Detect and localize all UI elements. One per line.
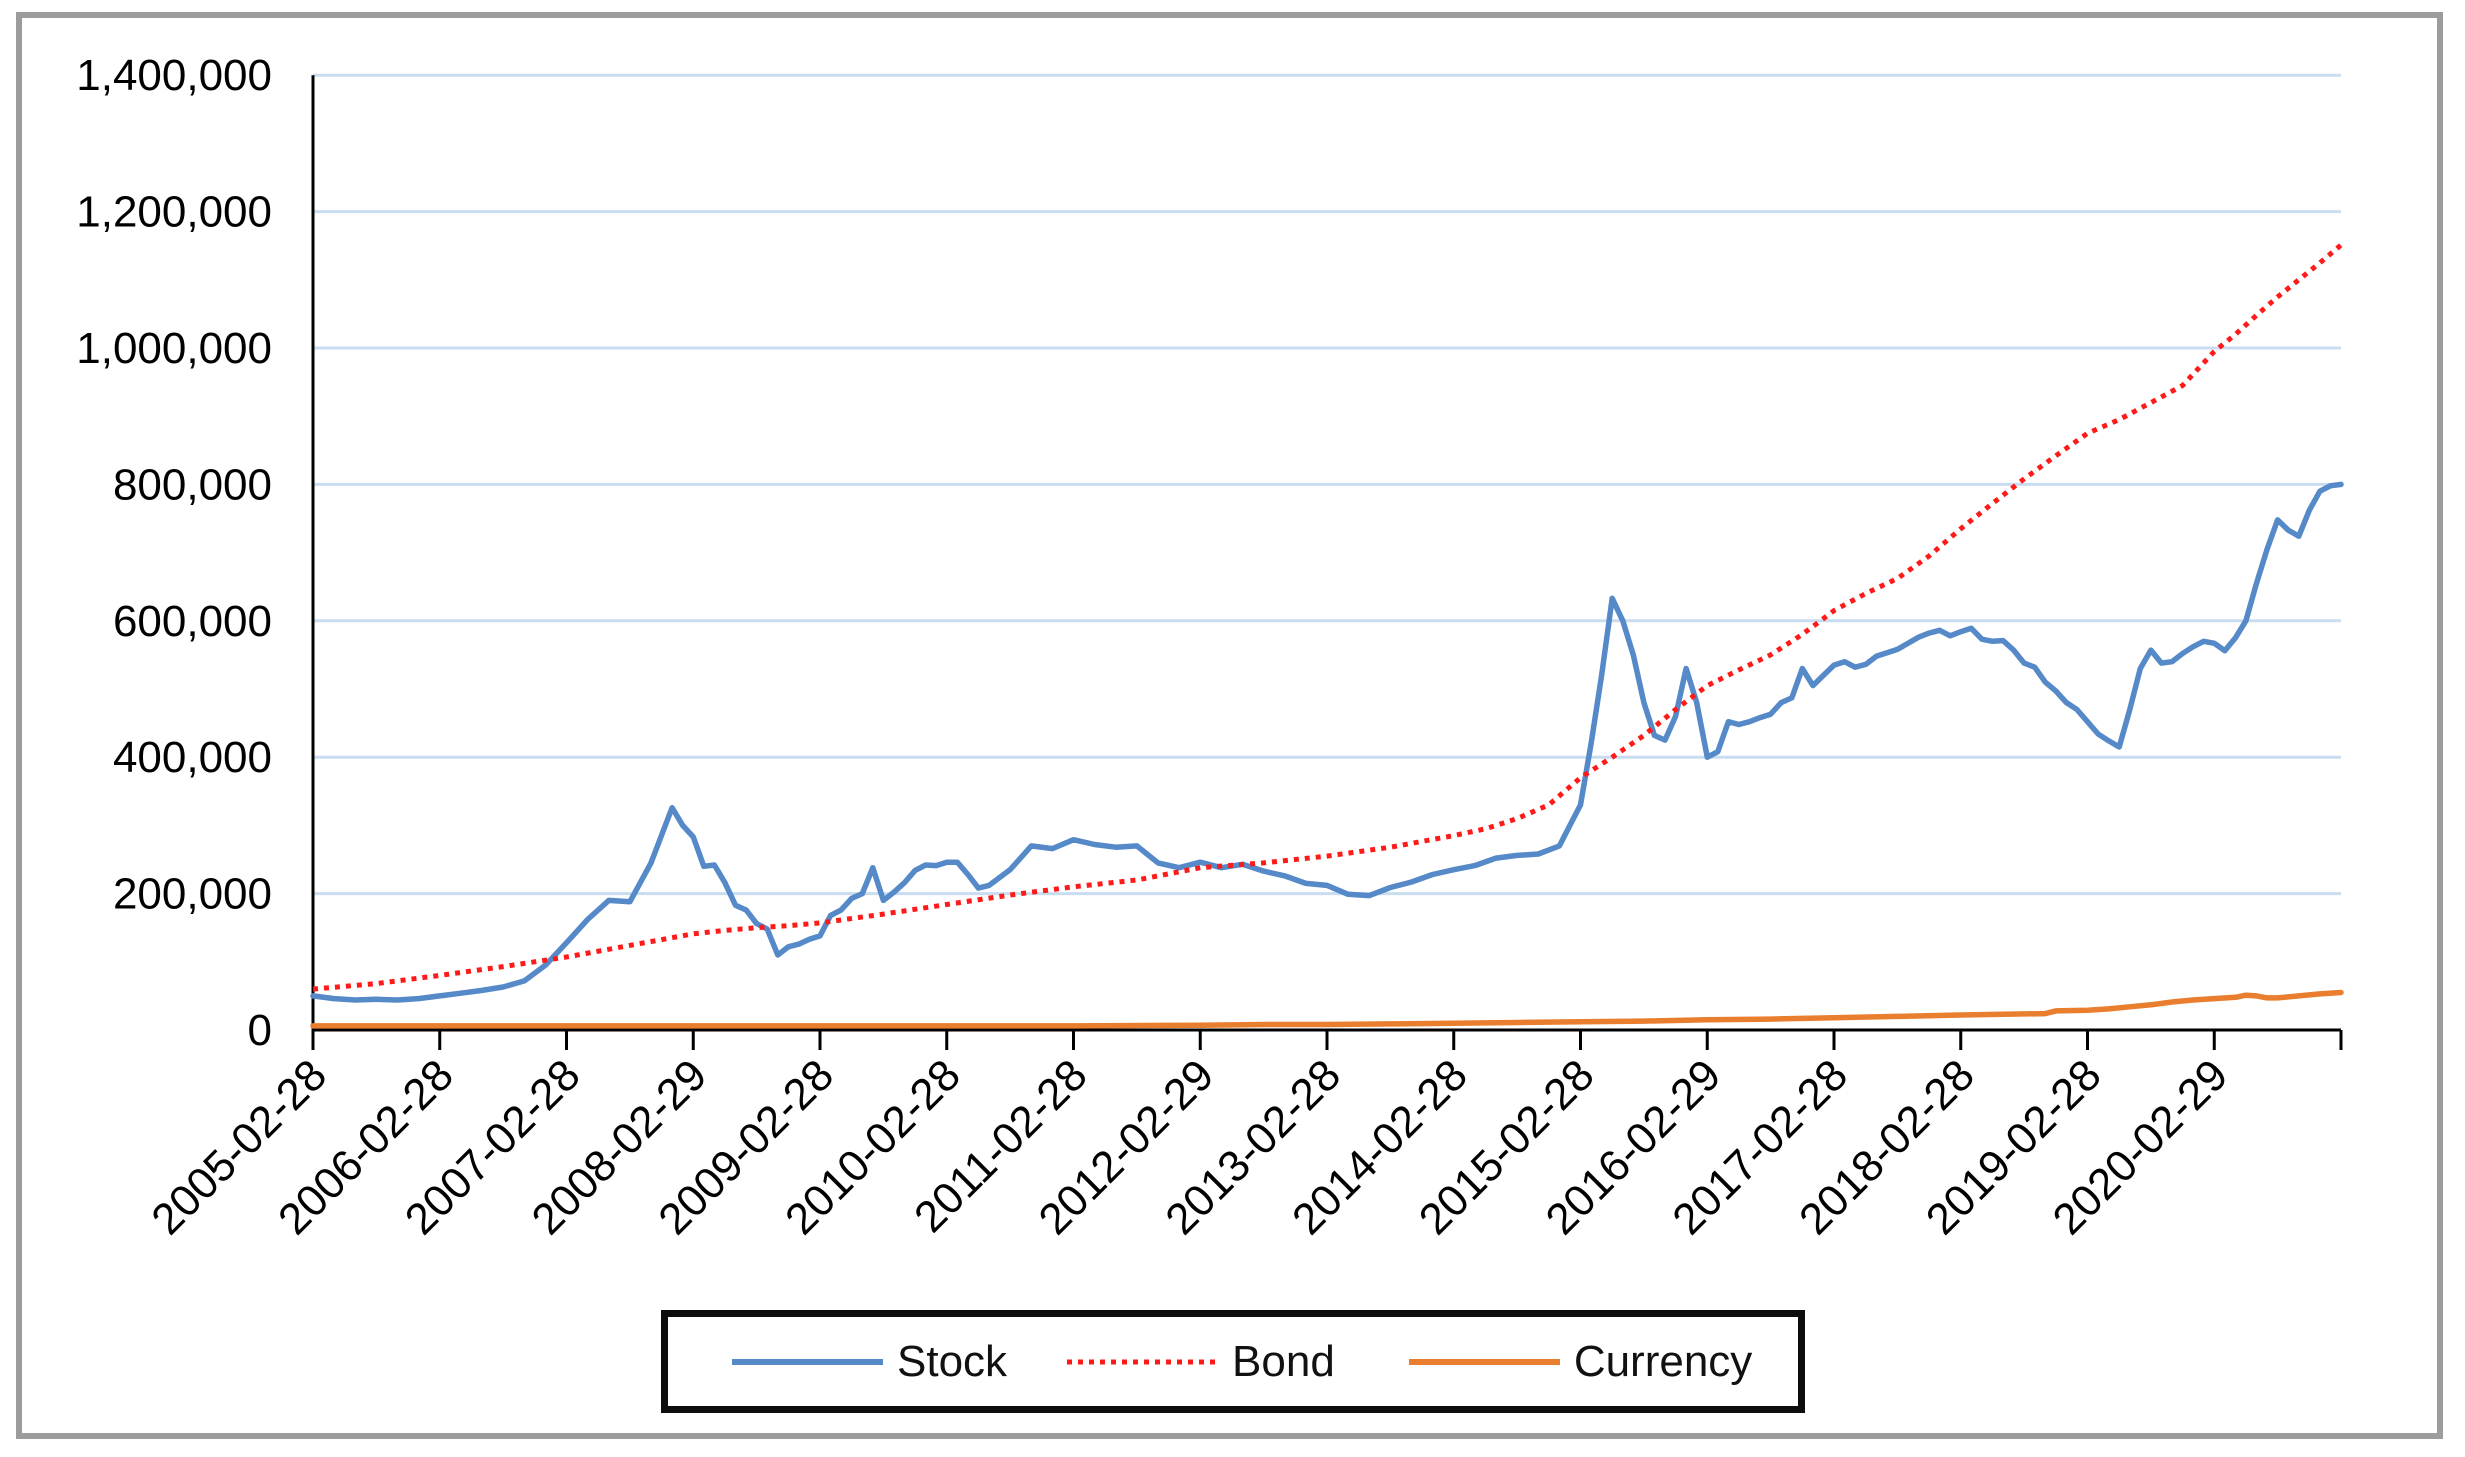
currency-line-swatch-icon [1408,1358,1560,1365]
stock-line-swatch-icon [732,1358,883,1365]
bond-line-swatch-icon [1067,1359,1219,1364]
y-axis-label: 200,000 [113,870,272,919]
y-axis-label: 0 [248,1006,272,1055]
legend-label-bond: Bond [1232,1336,1335,1386]
legend-item-bond: Bond [1065,1337,1335,1387]
legend-item-stock: Stock [730,1337,1007,1387]
axis-labels: 0 200,000 400,000 600,000 800,000 1,000,000 1,… [76,51,2237,1244]
legend-item-currency: Currency [1407,1336,1753,1387]
gridlines [313,73,2341,896]
legend-label-currency: Currency [1573,1336,1753,1386]
y-axis-label: 1,200,000 [76,188,272,237]
legend-label-stock: Stock [897,1336,1008,1386]
y-axis-label: 400,000 [113,733,272,782]
series-line-currency [310,989,2344,1029]
y-axis-label: 800,000 [113,460,272,509]
series-line-stock [310,481,2344,1003]
y-axis-label: 600,000 [113,597,272,646]
y-axis-label: 1,400,000 [76,51,272,100]
chart-legend: Stock Bond Currency [661,1310,1805,1413]
y-axis-label: 1,000,000 [76,324,272,373]
series-line-bond [312,243,2343,992]
